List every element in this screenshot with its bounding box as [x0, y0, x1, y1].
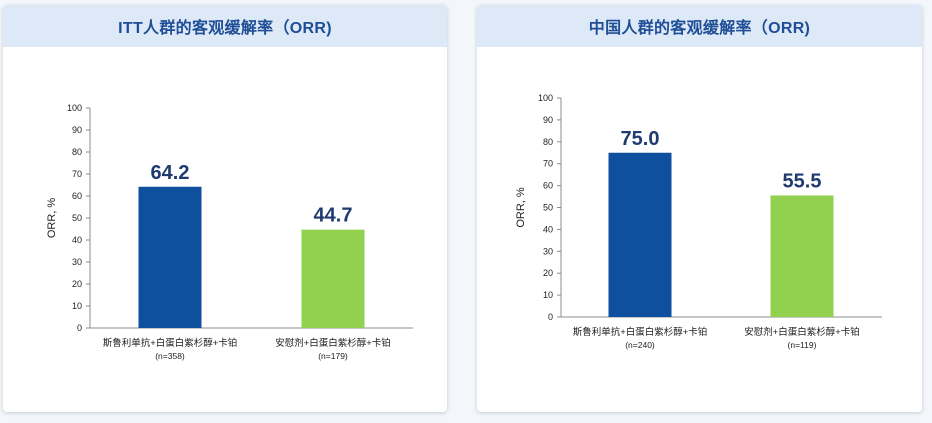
- china-y-tick-label: 90: [543, 115, 553, 125]
- itt-orr-panel: ITT人群的客观缓解率（ORR) 0 10 20 30 40 50 60 70 80 90 100 O…: [3, 5, 447, 412]
- china-y-tick-label: 100: [538, 93, 553, 103]
- china-bar-2: [770, 195, 834, 317]
- china-y-tick-label: 20: [543, 268, 553, 278]
- itt-y-tick-label: 30: [72, 257, 82, 267]
- itt-y-tick-label: 60: [72, 191, 82, 201]
- china-category-label-1: 斯鲁利单抗+白蛋白紫杉醇+卡铂: [573, 326, 708, 338]
- china-y-tick-label: 40: [543, 224, 553, 234]
- itt-value-label-1: 64.2: [151, 162, 190, 184]
- itt-y-tick-label: 80: [72, 147, 82, 157]
- itt-y-tick-label: 20: [72, 279, 82, 289]
- itt-sample-size-2: (n=179): [318, 351, 348, 361]
- itt-orr-chart: 0 10 20 30 40 50 60 70 80 90 100 ORR, % 64.2 斯鲁利单抗+白蛋…: [46, 103, 413, 361]
- itt-y-tick-label: 40: [72, 235, 82, 245]
- china-bar-1: [608, 152, 672, 317]
- china-y-tick-label: 30: [543, 246, 553, 256]
- itt-y-tick-label: 70: [72, 169, 82, 179]
- itt-y-axis-title: ORR, %: [46, 198, 58, 239]
- china-sample-size-1: (n=240): [625, 340, 655, 350]
- china-y-tick-label: 80: [543, 137, 553, 147]
- china-orr-panel: 中国人群的客观缓解率（ORR) 0 10 20 30 40 50 60 70 80 90 100 OR…: [477, 5, 922, 412]
- itt-y-tick-label: 0: [77, 323, 82, 333]
- china-y-tick-label: 70: [543, 159, 553, 169]
- itt-orr-title: ITT人群的客观缓解率（ORR): [3, 5, 447, 47]
- china-value-label-1: 75.0: [621, 128, 660, 150]
- itt-y-tick-label: 50: [72, 213, 82, 223]
- itt-y-tick-label: 10: [72, 301, 82, 311]
- china-orr-title: 中国人群的客观缓解率（ORR): [477, 5, 922, 47]
- china-y-axis-title: ORR, %: [515, 187, 527, 228]
- itt-y-tick-label: 100: [67, 103, 82, 113]
- china-y-tick-label: 10: [543, 290, 553, 300]
- china-category-label-2: 安慰剂+白蛋白紫杉醇+卡铂: [744, 326, 860, 338]
- itt-y-tick-label: 90: [72, 125, 82, 135]
- itt-category-label-2: 安慰剂+白蛋白紫杉醇+卡铂: [275, 337, 391, 349]
- itt-bar-1: [138, 186, 202, 328]
- itt-sample-size-1: (n=358): [155, 351, 185, 361]
- china-y-tick-label: 0: [548, 312, 553, 322]
- china-sample-size-2: (n=119): [788, 340, 817, 350]
- itt-value-label-2: 44.7: [314, 205, 353, 227]
- itt-category-label-1: 斯鲁利单抗+白蛋白紫杉醇+卡铂: [103, 337, 238, 349]
- china-y-tick-label: 60: [543, 181, 553, 191]
- itt-bar-2: [301, 229, 365, 328]
- china-orr-chart: 0 10 20 30 40 50 60 70 80 90 100 ORR, % 75.0 斯鲁利单抗+白蛋…: [515, 93, 882, 350]
- china-value-label-2: 55.5: [783, 170, 822, 192]
- china-y-tick-label: 50: [543, 203, 553, 213]
